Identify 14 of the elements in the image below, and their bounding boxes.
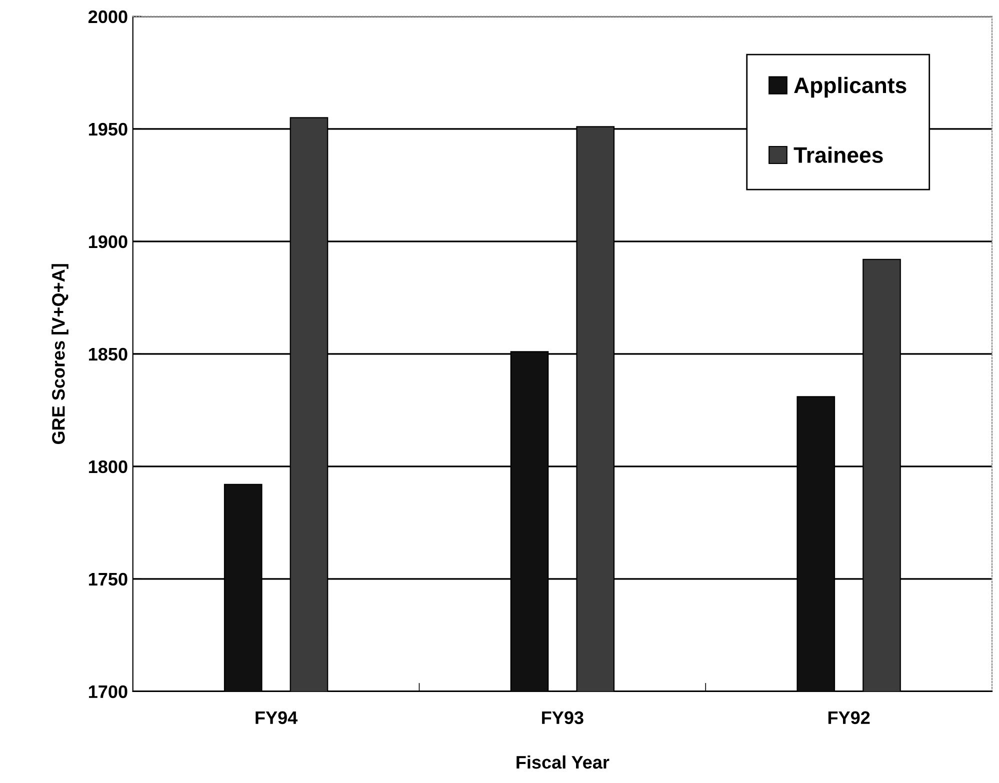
y-tick-label: 1900 [88, 235, 128, 248]
x-tick-label: FY92 [828, 711, 870, 724]
x-tick-label: FY93 [542, 711, 584, 724]
x-axis-title: Fiscal Year [516, 755, 610, 769]
legend-label: Trainees [794, 146, 883, 163]
x-tick-label: FY94 [256, 711, 298, 724]
y-tick-label: 1850 [88, 348, 128, 361]
legend-label: Applicants [794, 76, 906, 98]
y-axis-title: GRE Scores [V+Q+A] [52, 264, 68, 444]
y-tick-label: 1700 [88, 685, 128, 698]
y-tick-label: 1800 [88, 460, 128, 474]
y-tick-label: 1950 [88, 122, 128, 136]
y-tick-label: 2000 [88, 10, 128, 24]
y-tick-label: 1750 [88, 572, 128, 586]
